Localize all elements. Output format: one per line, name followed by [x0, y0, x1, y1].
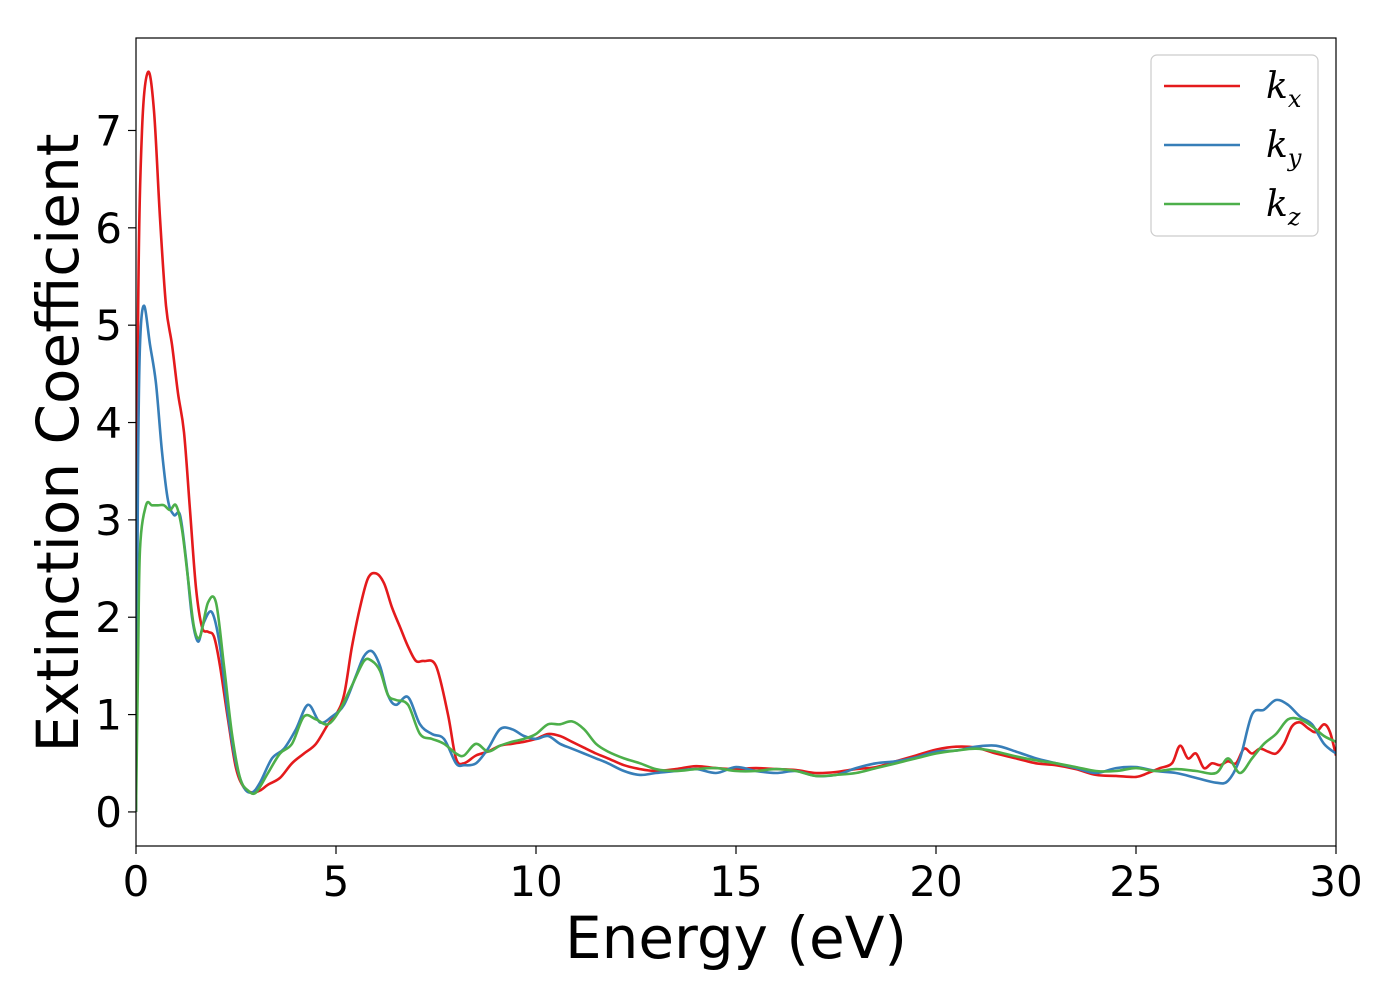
y-axis-ticks: 0 1 2 3 4 5 6 7: [95, 106, 136, 837]
series-line-kx: [136, 70, 1336, 812]
y-tick-label: 1: [95, 691, 122, 740]
y-tick-label: 7: [95, 106, 122, 155]
legend: kx ky kz: [1150, 54, 1319, 237]
y-tick-label: 4: [95, 399, 122, 448]
legend-label-kx: kx: [1266, 66, 1302, 113]
y-tick-label: 2: [95, 593, 122, 642]
legend-label-ky: ky: [1266, 125, 1302, 172]
y-tick-label: 6: [95, 204, 122, 253]
y-axis-label: Extinction Coefficient: [24, 134, 92, 753]
series-line-kz: [136, 500, 1336, 812]
x-axis-label: Energy (eV): [565, 904, 907, 972]
y-tick-label: 3: [95, 496, 122, 545]
x-tick-label: 10: [509, 857, 562, 906]
legend-label-kz: kz: [1266, 184, 1301, 231]
series-line-ky: [136, 304, 1336, 812]
plot-lines: [136, 70, 1336, 812]
x-tick-label: 15: [709, 857, 762, 906]
x-axis-ticks: 0 5 10 15 20 25 30: [123, 846, 1363, 906]
x-tick-label: 30: [1309, 857, 1362, 906]
y-tick-label: 0: [95, 788, 122, 837]
x-tick-label: 5: [323, 857, 350, 906]
x-tick-label: 0: [123, 857, 150, 906]
x-tick-label: 20: [909, 857, 962, 906]
y-tick-label: 5: [95, 301, 122, 350]
x-tick-label: 25: [1109, 857, 1162, 906]
